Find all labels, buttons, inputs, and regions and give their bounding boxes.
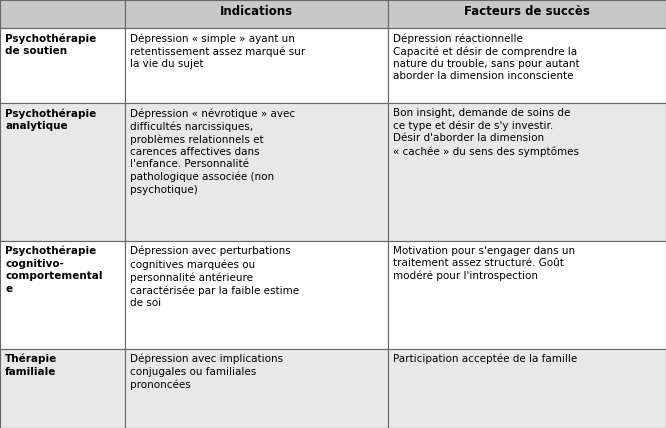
Bar — [125, 0, 388, 28]
Text: Bon insight, demande de soins de
ce type et désir de s'y investir.
Désir d'abord: Bon insight, demande de soins de ce type… — [393, 108, 579, 157]
Bar — [0, 103, 125, 241]
Text: Indications: Indications — [220, 5, 293, 18]
Bar — [388, 28, 666, 103]
Text: Dépression réactionnelle
Capacité et désir de comprendre la
nature du trouble, s: Dépression réactionnelle Capacité et dés… — [393, 33, 579, 81]
Text: Thérapie
familiale: Thérapie familiale — [5, 354, 57, 377]
Bar — [0, 241, 125, 349]
Text: Dépression avec implications
conjugales ou familiales
prononcées: Dépression avec implications conjugales … — [130, 354, 283, 390]
Bar — [0, 0, 125, 28]
Bar — [388, 241, 666, 349]
Bar — [0, 28, 125, 103]
Bar — [388, 0, 666, 28]
Bar — [388, 349, 666, 428]
Bar — [125, 349, 388, 428]
Bar — [388, 103, 666, 241]
Bar — [125, 241, 388, 349]
Text: Motivation pour s'engager dans un
traitement assez structuré. Goût
modéré pour l: Motivation pour s'engager dans un traite… — [393, 246, 575, 282]
Text: Psychothérapie
analytique: Psychothérapie analytique — [5, 108, 97, 131]
Text: Facteurs de succès: Facteurs de succès — [464, 5, 590, 18]
Bar — [0, 349, 125, 428]
Text: Dépression « simple » ayant un
retentissement assez marqué sur
la vie du sujet: Dépression « simple » ayant un retentiss… — [130, 33, 305, 69]
Text: Dépression « névrotique » avec
difficultés narcissiques,
problèmes relationnels : Dépression « névrotique » avec difficult… — [130, 108, 295, 195]
Text: Dépression avec perturbations
cognitives marquées ou
personnalité antérieure
car: Dépression avec perturbations cognitives… — [130, 246, 299, 308]
Text: Psychothérapie
cognitivo-
comportemental
e: Psychothérapie cognitivo- comportemental… — [5, 246, 103, 294]
Text: Psychothérapie
de soutien: Psychothérapie de soutien — [5, 33, 97, 56]
Bar — [125, 103, 388, 241]
Bar — [125, 28, 388, 103]
Text: Participation acceptée de la famille: Participation acceptée de la famille — [393, 354, 577, 365]
